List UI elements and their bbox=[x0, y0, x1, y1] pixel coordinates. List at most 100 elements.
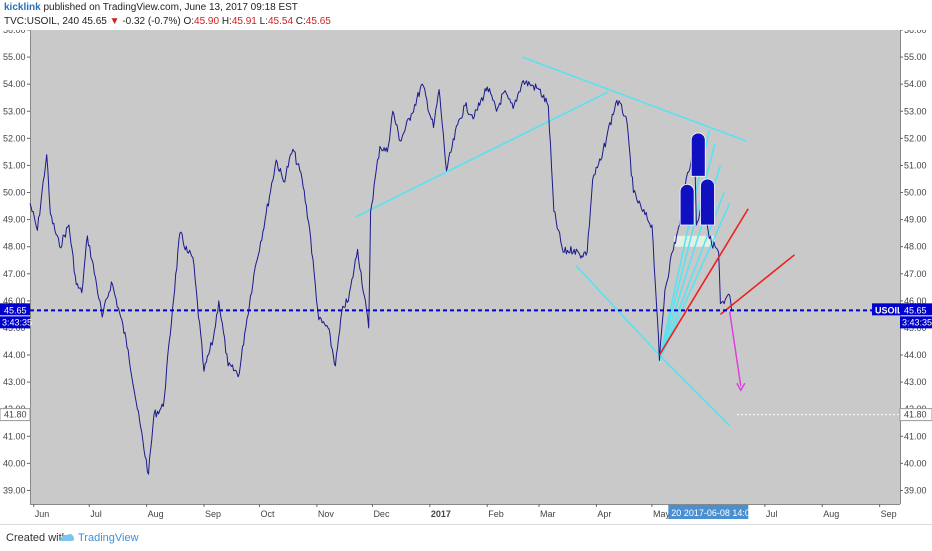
x-tick-label: Nov bbox=[318, 509, 335, 519]
y-tick-label-left: 52.00 bbox=[3, 133, 26, 143]
author-name[interactable]: kicklink bbox=[4, 2, 41, 13]
x-tick-label: Apr bbox=[597, 509, 611, 519]
y-tick-label-left: 46.00 bbox=[3, 296, 26, 306]
price-chart[interactable]: 56.00 55.00 54.00 53.00 52.00 51.00 50.00 49.00… bbox=[0, 30, 932, 524]
usoil-price-line bbox=[29, 80, 733, 475]
symbol-header: TVC:USOIL, 240 45.65 ▼ -0.32 (-0.7%) O:4… bbox=[4, 16, 331, 27]
y-tick-label-left: 53.00 bbox=[3, 106, 26, 116]
left-level-label: 41.80 bbox=[4, 410, 27, 420]
ohlc-high-label: H: bbox=[221, 16, 232, 27]
pattern-highlight-box bbox=[674, 235, 715, 247]
tradingview-logo-icon[interactable] bbox=[58, 530, 76, 544]
y-tick-label-right: 46.00 bbox=[904, 296, 927, 306]
x-tick-label: Aug bbox=[823, 509, 839, 519]
x-tick-label: May bbox=[653, 509, 671, 519]
right-current-time-label: 3:43:35 bbox=[902, 317, 932, 327]
left-current-price-box bbox=[0, 303, 30, 316]
left-current-time-box bbox=[0, 316, 30, 329]
head-shoulders-arch bbox=[690, 132, 706, 177]
cyan-trendline bbox=[575, 265, 660, 356]
right-price-axis[interactable] bbox=[900, 30, 932, 504]
left-current-time-label: 3:43:35 bbox=[2, 317, 32, 327]
time-axis[interactable] bbox=[0, 504, 932, 524]
y-tick-label-right: 49.00 bbox=[904, 215, 927, 225]
y-tick-label-left: 44.00 bbox=[3, 350, 26, 360]
y-tick-label-right: 56.00 bbox=[904, 30, 927, 35]
right-current-price-label: 45.65 bbox=[904, 305, 927, 315]
footer: Created with TradingView bbox=[0, 524, 932, 551]
y-tick-label-left: 47.00 bbox=[3, 269, 26, 279]
x-tick-label: Dec bbox=[373, 509, 390, 519]
cyan-trendline bbox=[658, 354, 731, 427]
x-tick-label: Jul bbox=[766, 509, 778, 519]
down-arrow-icon: ▼ bbox=[109, 16, 120, 27]
y-tick-label-left: 51.00 bbox=[3, 160, 26, 170]
y-tick-label-right: 41.00 bbox=[904, 431, 927, 441]
y-tick-label-left: 56.00 bbox=[3, 30, 26, 35]
ohlc-high: 45.91 bbox=[231, 16, 257, 27]
y-tick-label-right: 51.00 bbox=[904, 160, 927, 170]
red-trendline bbox=[719, 254, 795, 316]
x-tick-label: Aug bbox=[148, 509, 164, 519]
y-tick-label-left: 39.00 bbox=[3, 485, 26, 495]
created-with-text: Created with bbox=[6, 532, 68, 544]
forecast-arrow-head bbox=[736, 382, 746, 392]
y-tick-label-left: 54.00 bbox=[3, 79, 26, 89]
cyan-trendline bbox=[355, 91, 608, 218]
y-tick-label-left: 49.00 bbox=[3, 215, 26, 225]
y-tick-label-left: 40.00 bbox=[3, 458, 26, 468]
head-shoulders-arch bbox=[679, 183, 695, 226]
price-change: -0.32 (-0.7%) bbox=[122, 16, 181, 27]
y-tick-label-right: 55.00 bbox=[904, 52, 927, 62]
y-tick-label-right: 44.00 bbox=[904, 350, 927, 360]
right-current-price-box bbox=[900, 303, 932, 316]
y-tick-label-right: 54.00 bbox=[904, 79, 927, 89]
y-tick-label-right: 47.00 bbox=[904, 269, 927, 279]
x-tick-label: Jun bbox=[35, 509, 50, 519]
left-current-price-label: 45.65 bbox=[4, 305, 27, 315]
ohlc-open-label: O: bbox=[183, 16, 195, 27]
series-name-box bbox=[872, 303, 900, 316]
chart-area[interactable] bbox=[30, 30, 900, 504]
right-current-time-box bbox=[900, 316, 932, 329]
x-tick-label: Oct bbox=[261, 509, 276, 519]
published-text: published on TradingView.com, June 13, 2… bbox=[43, 2, 298, 13]
y-tick-label-left: 43.00 bbox=[3, 377, 26, 387]
y-tick-label-left: 48.00 bbox=[3, 242, 26, 252]
ohlc-close: 45.65 bbox=[305, 16, 331, 27]
cursor-time-label: 20 2017-06-08 14:00:00 bbox=[671, 508, 767, 518]
publish-header: kicklink published on TradingView.com, J… bbox=[4, 2, 298, 13]
x-tick-label: Mar bbox=[540, 509, 556, 519]
head-shoulders-arch bbox=[700, 178, 715, 226]
annotations-over bbox=[30, 132, 900, 392]
left-level-box bbox=[0, 408, 31, 422]
right-level-box bbox=[899, 408, 932, 422]
y-tick-label-right: 52.00 bbox=[904, 133, 927, 143]
ohlc-open: 45.90 bbox=[194, 16, 220, 27]
forecast-arrow-shaft bbox=[728, 311, 742, 387]
x-tick-label: Feb bbox=[488, 509, 504, 519]
ohlc-low-label: L: bbox=[259, 16, 268, 27]
symbol-name: TVC:USOIL, 240 bbox=[4, 16, 80, 27]
x-tick-label: Jul bbox=[90, 509, 102, 519]
price-series bbox=[29, 80, 733, 475]
y-tick-label-left: 50.00 bbox=[3, 188, 26, 198]
cursor-time-box bbox=[668, 505, 749, 519]
y-tick-label-right: 43.00 bbox=[904, 377, 927, 387]
x-tick-label: Sep bbox=[881, 509, 897, 519]
y-tick-label-right: 39.00 bbox=[904, 485, 927, 495]
left-price-axis[interactable] bbox=[0, 30, 30, 504]
series-name-label: USOIL bbox=[875, 305, 903, 315]
y-tick-label-right: 48.00 bbox=[904, 242, 927, 252]
x-tick-label: Sep bbox=[205, 509, 221, 519]
red-trendline bbox=[658, 208, 749, 356]
y-tick-label-right: 40.00 bbox=[904, 458, 927, 468]
right-level-label: 41.80 bbox=[904, 410, 927, 420]
y-tick-label-right: 50.00 bbox=[904, 188, 927, 198]
ohlc-close-label: C: bbox=[295, 16, 306, 27]
cyan-trendline bbox=[522, 56, 747, 142]
tradingview-brand[interactable]: TradingView bbox=[78, 532, 139, 544]
y-tick-label-left: 55.00 bbox=[3, 52, 26, 62]
y-tick-label-left: 41.00 bbox=[3, 431, 26, 441]
